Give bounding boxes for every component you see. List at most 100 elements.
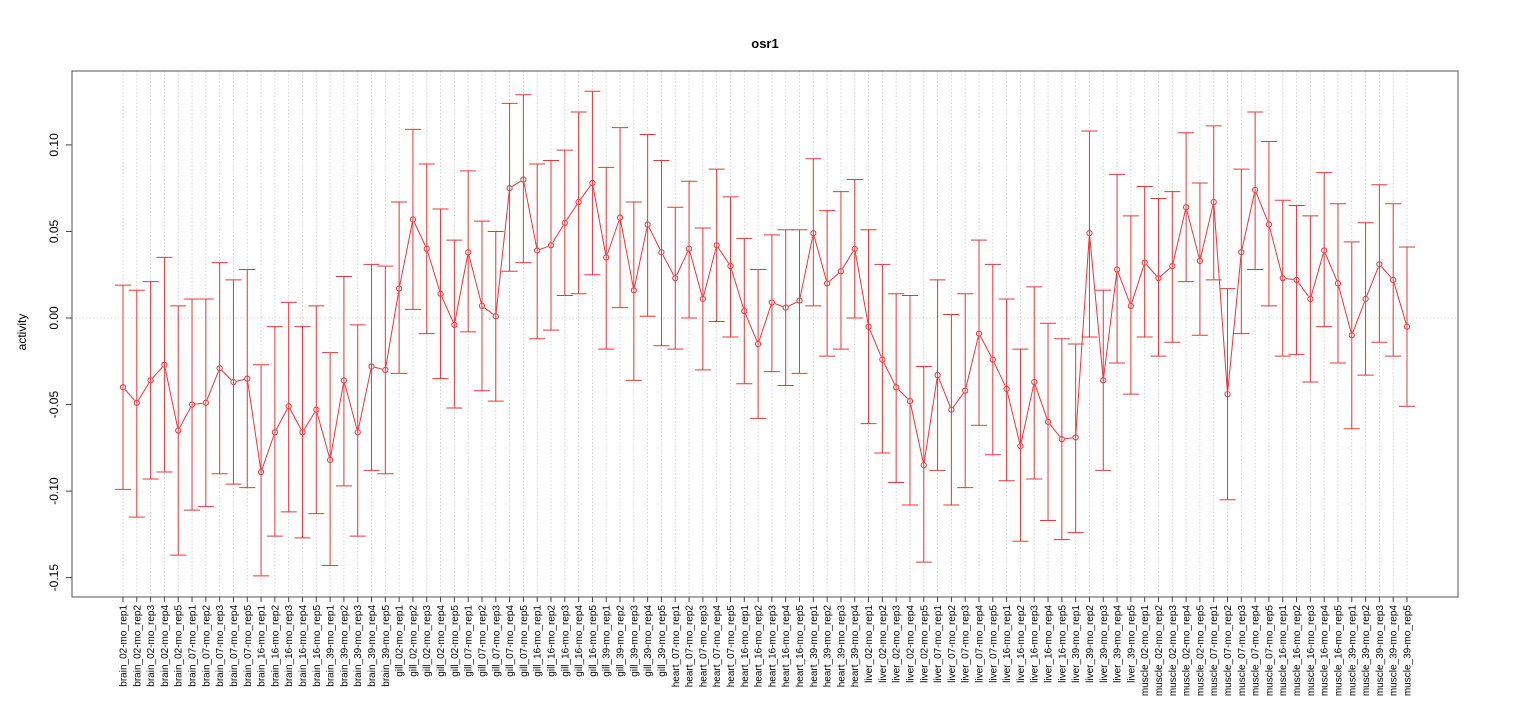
series-segment [1075,236,1090,435]
data-point [1113,266,1121,273]
data-point [1321,247,1328,254]
data-point [1003,385,1010,393]
series-segment [484,307,494,315]
data-point [1182,204,1190,211]
x-tick-label: gill_02-mo_rep4 [436,605,447,677]
data-point [1100,377,1107,384]
x-tick-label: liver_16-mo_rep5 [1057,605,1068,683]
data-point [713,242,720,249]
x-tick-label: heart_16-mo_rep4 [781,605,792,688]
data-point [1307,295,1314,303]
x-tick-label: liver_07-mo_rep3 [961,605,972,683]
series-segment [1020,385,1035,444]
data-point [782,304,789,311]
series-segment [869,329,882,357]
x-tick-label: gill_07-mo_rep3 [491,605,502,677]
series-segment [580,185,591,200]
series-segment [1064,437,1073,440]
series-segment [261,435,275,470]
series-segment [689,251,703,297]
x-tick-label: gill_02-mo_rep3 [422,605,433,677]
data-point [1403,323,1411,330]
series-segment [1393,282,1407,324]
series-segment [730,268,744,309]
series-segment [980,336,992,357]
series-segment [124,389,136,401]
data-point [299,429,306,436]
data-point [1210,198,1217,206]
x-tick-label: liver_07-mo_rep5 [988,605,999,683]
x-tick-label: gill_07-mo_rep4 [505,605,516,677]
x-tick-label: brain_02-mo_rep3 [146,605,157,687]
series-segment [799,236,814,298]
x-tick-label: gill_02-mo_rep2 [408,605,419,677]
x-tick-label: muscle_39-mo_rep2 [1361,605,1372,697]
data-point [326,456,334,464]
series-segment [566,204,578,221]
data-point [188,401,196,408]
data-point [244,375,251,382]
x-tick-label: liver_02-mo_rep3 [892,605,903,683]
x-tick-label: heart_16-mo_rep5 [795,605,806,688]
x-tick-label: liver_02-mo_rep5 [919,605,930,683]
x-tick-label: brain_16-mo_rep4 [298,605,309,687]
series-segment [1324,253,1338,281]
x-tick-label: brain_16-mo_rep3 [284,605,295,687]
series-segment [1103,272,1118,378]
data-point [906,397,914,405]
data-point [396,285,403,292]
data-point [1293,276,1300,284]
data-point [616,214,624,221]
series-segment [1227,255,1242,392]
series-segment [1338,286,1352,333]
x-tick-label: brain_16-mo_rep2 [270,605,281,687]
x-tick-label: liver_02-mo_rep2 [878,605,889,683]
data-point [202,399,209,406]
series-segment [1213,205,1228,392]
x-tick-label: liver_02-mo_rep1 [864,605,875,683]
data-point [1265,221,1273,228]
x-tick-label: gill_07-mo_rep2 [477,605,488,677]
series-segment [275,408,288,430]
data-point [810,230,817,237]
x-tick-label: gill_39-mo_rep5 [657,605,668,677]
x-tick-label: muscle_02-mo_rep1 [1140,605,1151,697]
series-segment [758,305,772,342]
data-point [1086,230,1093,237]
series-segment [842,251,854,269]
series-segment [1255,192,1269,222]
data-point [147,377,154,384]
series-segment [606,220,620,255]
series-segment [745,313,758,342]
series-segment [965,336,979,388]
series-segment [1131,265,1145,303]
series-segment [676,251,689,276]
data-point [1390,276,1397,284]
series-segment [829,272,839,282]
series-segment [813,236,827,281]
series-segment [952,392,964,408]
x-tick-label: gill_39-mo_rep3 [629,605,640,677]
data-point [837,268,845,275]
data-point [685,245,693,252]
x-tick-label: muscle_39-mo_rep5 [1403,605,1414,697]
data-point [1376,261,1383,268]
x-tick-label: liver_16-mo_rep1 [1002,605,1013,683]
x-tick-label: muscle_07-mo_rep1 [1209,605,1220,697]
x-tick-label: heart_16-mo_rep3 [767,605,778,688]
series-segment [1034,384,1048,420]
data-point [451,321,458,329]
error-bars [115,90,1415,577]
data-point [368,363,375,370]
x-tick-label: brain_07-mo_rep4 [229,605,240,687]
data-point [1155,275,1162,282]
x-tick-label: brain_16-mo_rep5 [312,605,323,687]
series-segment [454,255,469,322]
x-tick-label: liver_07-mo_rep4 [975,605,986,683]
data-point [1238,249,1245,256]
series-segment [316,412,330,457]
data-point [1072,434,1079,441]
data-point [768,299,776,306]
x-tick-label: muscle_07-mo_rep3 [1237,605,1248,697]
